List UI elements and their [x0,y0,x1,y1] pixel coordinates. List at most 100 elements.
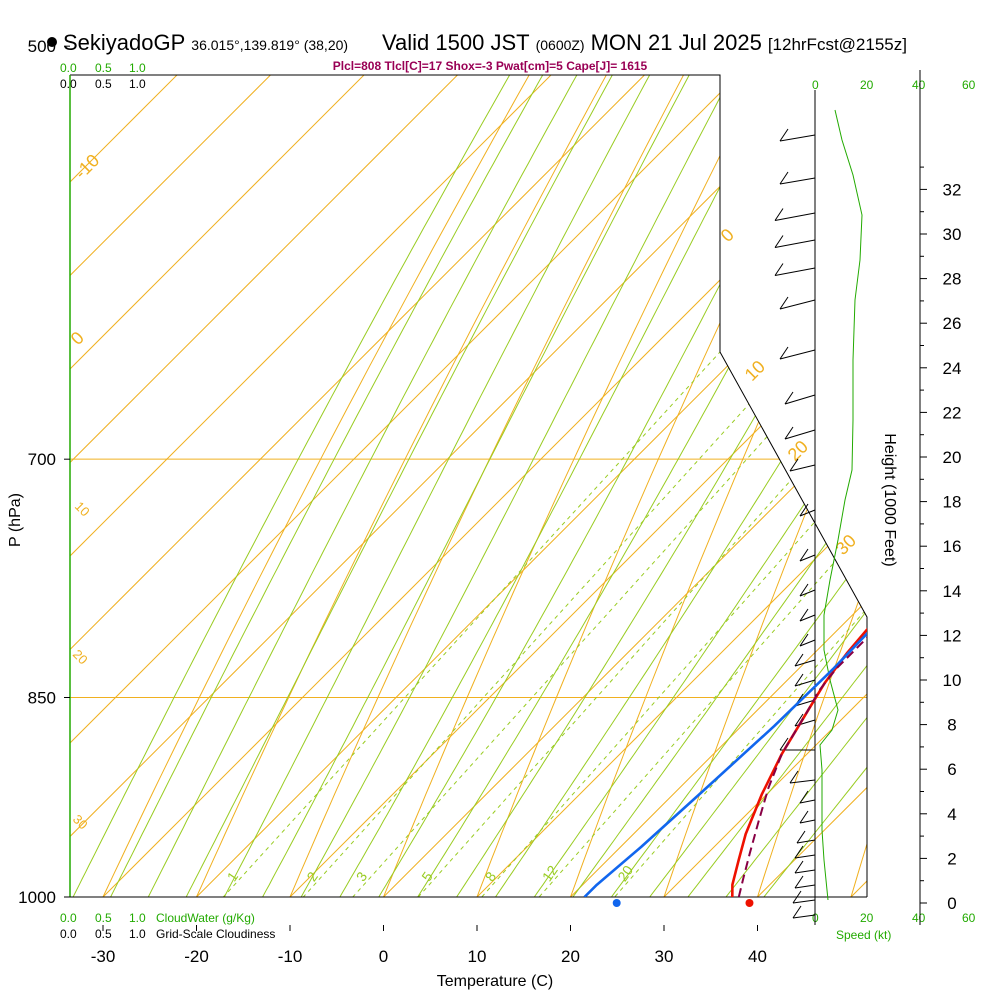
wind-barb-flag [792,890,802,904]
moist-adiabat [528,75,867,897]
wind-barb-flag [779,346,789,360]
dry-adiabat [359,75,867,897]
wind-barb-flag [794,713,804,727]
mixing-ratio-line-1 [168,75,867,897]
height-label-16: 16 [943,537,962,556]
station-name: SekiyadoGP [63,30,185,55]
cloudwater-scale-top-0: 0.0 [60,61,77,75]
temp-label-30: 30 [655,947,674,966]
dry-adiabat [264,75,867,897]
station-coords: 36.015°,139.819° (38,20) [191,37,348,53]
wind-barb-flag [789,458,799,472]
height-label-2: 2 [947,849,956,868]
moist-adiabat [341,75,867,897]
pressure-axis-title: P (hPa) [7,493,24,547]
wind-barb-flag [799,548,809,562]
dry-adiabat [928,0,1000,957]
isotherm-label--10: -10 [71,150,104,183]
moist-adiabat [267,75,867,897]
cloudwater-scale-top-1: 0.5 [95,61,112,75]
height-label-4: 4 [947,805,956,824]
wind-barb [779,299,816,310]
isotherm--30 [70,75,867,897]
wind-barb-flag [789,770,799,784]
moist-adiabat [229,75,867,897]
wind-barb [774,239,816,248]
speed-scale-top-0: 0 [812,78,819,92]
mixing-ratio-line-20 [562,75,867,897]
wind-barb-flag [796,830,806,844]
height-label-6: 6 [947,760,956,779]
wind-barb-flag [799,583,809,597]
marker-surface-temperature [745,899,754,907]
isotherm-label-30: 30 [832,531,860,559]
height-label-18: 18 [943,493,962,512]
wind-barb [794,659,816,667]
svg-text:Valid 1500 JST(0600Z)MON 21 Ju: Valid 1500 JST (0600Z) MON 21 Jul 2025 [12h… [382,30,907,55]
moist-adiabat [566,75,867,897]
wind-barb-flag [779,128,789,142]
mixing-ratio-label-5: 12 [539,862,561,884]
temp-label-10: 10 [468,947,487,966]
wind-barb-flag [794,845,804,859]
temperature-axis-title: Temperature (C) [437,973,553,990]
dry-adiabat [74,75,867,897]
speed-scale-top-3: 60 [962,78,976,92]
wind-barb [799,819,816,824]
wind-barb [789,779,816,784]
isotherm-label-20: 20 [784,437,812,465]
isotherm-left-label: 10 [72,499,93,520]
cloudiness-scale-top-0: 0.0 [60,77,77,91]
plot-boundary [70,74,868,897]
wind-barb-flag [779,296,789,310]
wind-barb [774,212,816,221]
cloudiness-scale-top-2: 1.0 [129,77,146,91]
moist-adiabat [678,75,867,897]
dry-adiabat [833,75,867,897]
pressure-label-1000: 1000 [18,888,56,907]
wind-barb [799,509,816,517]
wind-barb-flag [794,860,804,874]
wind-barb-flag [774,208,784,221]
forecast-info: [12hrFcst@2155z] [768,35,907,54]
isotherm--10 [229,75,867,897]
cloudiness-scale-top-1: 0.5 [95,77,112,91]
isotherm-0 [323,75,867,897]
wind-speed-profile [819,109,863,901]
height-label-32: 32 [943,180,962,199]
stability-indices: Plcl=808 Tlcl[C]=17 Shox=-3 Pwat[cm]=5 C… [333,59,648,73]
wind-barb [774,267,816,276]
moist-adiabat [117,75,867,897]
temp-label--10: -10 [278,947,303,966]
cloudwater-scale-bottom-2: 1.0 [129,911,146,925]
marker-surface-dewpoint [612,899,621,907]
cloudwater-scale-bottom-0: 0.0 [60,911,77,925]
speed-scale-top-2: 40 [912,78,926,92]
mixing-ratio-label-4: 8 [482,868,500,884]
moist-adiabat [379,75,867,897]
wind-barb-flag [774,263,784,276]
height-label-30: 30 [943,225,962,244]
wind-barb-flag [799,790,809,804]
wind-barb-flag [799,608,809,622]
valid-time: Valid 1500 JST [382,30,530,55]
mixing-ratio-label-3: 5 [418,868,436,884]
dry-adiabat [453,75,867,897]
moist-adiabat [70,75,787,897]
wind-barb [799,554,816,562]
mixing-ratio-label-2: 3 [353,868,371,884]
wind-barb-flag [779,737,789,751]
thermo-background-lines [70,0,1000,957]
wind-barb [799,589,816,597]
wind-barb-flag [794,875,804,889]
isotherm-20 [510,75,867,897]
isotherm-label-10: 10 [741,357,769,385]
moist-adiabat [603,75,867,897]
isotherm--20 [136,75,867,897]
pressure-label-700: 700 [28,450,56,469]
height-label-24: 24 [943,359,962,378]
moist-adiabat [715,75,867,897]
moist-adiabat [80,75,861,897]
wind-barb [779,134,816,142]
